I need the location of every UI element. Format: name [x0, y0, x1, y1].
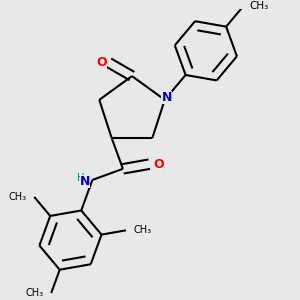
Text: N: N [161, 92, 172, 104]
Text: CH₃: CH₃ [26, 288, 44, 298]
Text: CH₃: CH₃ [134, 225, 152, 235]
Text: O: O [96, 56, 106, 69]
Text: O: O [154, 158, 164, 171]
Text: H: H [77, 173, 85, 183]
Text: CH₃: CH₃ [8, 192, 27, 202]
Text: CH₃: CH₃ [250, 1, 269, 11]
Text: N: N [80, 176, 91, 188]
